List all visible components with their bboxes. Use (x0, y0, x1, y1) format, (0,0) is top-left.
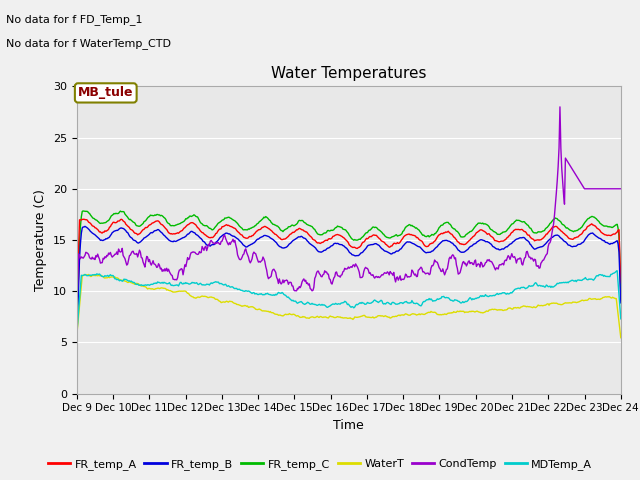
Text: MB_tule: MB_tule (78, 86, 134, 99)
Title: Water Temperatures: Water Temperatures (271, 66, 426, 81)
Legend: FR_temp_A, FR_temp_B, FR_temp_C, WaterT, CondTemp, MDTemp_A: FR_temp_A, FR_temp_B, FR_temp_C, WaterT,… (44, 455, 596, 474)
Text: No data for f WaterTemp_CTD: No data for f WaterTemp_CTD (6, 38, 172, 49)
X-axis label: Time: Time (333, 419, 364, 432)
Text: No data for f FD_Temp_1: No data for f FD_Temp_1 (6, 14, 143, 25)
Y-axis label: Temperature (C): Temperature (C) (35, 189, 47, 291)
